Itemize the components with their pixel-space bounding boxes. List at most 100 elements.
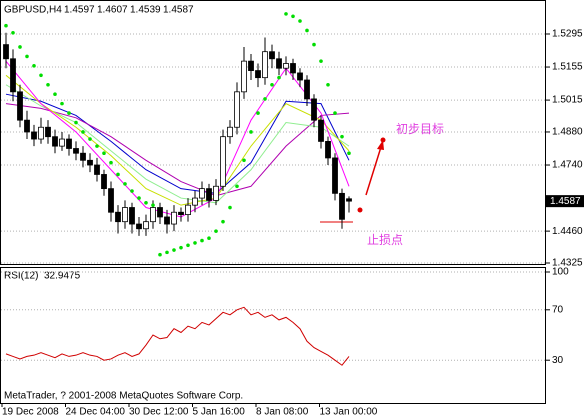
candle-body	[94, 164, 100, 175]
sar-dot	[67, 111, 71, 115]
candle-body	[52, 136, 58, 147]
rsi-panel	[0, 267, 546, 404]
y-tick-label: 1.4740	[552, 160, 583, 171]
sar-dot	[81, 130, 85, 134]
sar-dot	[46, 82, 50, 87]
candle-body	[80, 152, 86, 161]
candle-body	[10, 58, 16, 93]
sar-dot	[193, 241, 197, 245]
x-tick-label: 30 Dec 12:00	[129, 407, 189, 418]
x-tick-label: 24 Dec 04:00	[66, 407, 126, 418]
sar-dot	[11, 31, 15, 35]
candle-body	[108, 188, 114, 213]
candle-body	[255, 70, 261, 79]
candle-body	[220, 136, 226, 187]
candle-body	[304, 79, 310, 100]
sar-dot	[39, 73, 43, 78]
low-value: 1.4539	[130, 5, 161, 16]
candle-body	[283, 63, 289, 69]
sar-dot	[95, 144, 99, 148]
candle-body	[234, 91, 240, 128]
current-price: 1.4587	[550, 196, 581, 207]
sar-dot	[277, 75, 281, 80]
sar-dot	[312, 42, 316, 47]
x-tick-label: 5 Jan 16:00	[193, 407, 246, 418]
candle-body	[227, 126, 233, 138]
sar-dot	[25, 54, 29, 59]
y-tick-label: 100	[552, 267, 569, 278]
sar-dot	[228, 205, 232, 210]
rsi-title: RSI(12)	[4, 271, 38, 282]
candle-body	[178, 211, 184, 215]
y-tick-label: 1.4880	[552, 127, 583, 138]
stop-label: 止损点	[367, 233, 403, 247]
sar-dot	[298, 19, 302, 23]
candle-body	[346, 198, 352, 202]
sar-dot	[249, 130, 253, 134]
candle-body	[45, 126, 51, 138]
candle-body	[24, 119, 30, 133]
candle-body	[136, 223, 142, 230]
sar-dot	[179, 245, 183, 250]
sar-dot	[137, 196, 141, 200]
candle-body	[262, 51, 268, 79]
y-tick-label: 1.5155	[552, 62, 583, 73]
candle-body	[332, 157, 338, 194]
sar-dot	[116, 172, 120, 177]
candle-body	[311, 98, 317, 121]
y-tick-label: 30	[552, 355, 564, 366]
sar-dot	[291, 14, 295, 19]
candle-body	[115, 211, 121, 223]
sar-dot	[18, 45, 22, 49]
sar-dot	[172, 248, 176, 252]
sar-dot	[102, 151, 106, 156]
sar-dot	[4, 23, 8, 28]
candle-body	[185, 204, 191, 215]
candle-body	[269, 51, 275, 60]
x-tick-label: 19 Dec 2008	[2, 407, 59, 418]
sar-dot	[60, 101, 64, 106]
y-tick-label: 1.5015	[552, 95, 583, 106]
candle-body	[122, 207, 128, 223]
target-label: 初步目标	[396, 122, 444, 136]
sar-dot	[235, 184, 239, 189]
y-tick-label: 1.4460	[552, 226, 583, 237]
sar-dot	[144, 200, 148, 205]
entry-dot	[357, 207, 363, 213]
x-tick-label: 13 Jan 00:00	[320, 407, 378, 418]
sar-dot	[123, 182, 127, 186]
candle-body	[206, 188, 212, 201]
candle-body	[164, 216, 170, 225]
y-tick-label: 70	[552, 304, 564, 315]
candle-body	[199, 188, 205, 199]
candle-body	[66, 138, 72, 149]
candle-body	[17, 91, 23, 121]
sar-dot	[165, 250, 169, 255]
open-value: 1.4597	[64, 5, 95, 16]
candle-body	[129, 207, 135, 225]
rsi-value: 32.9475	[44, 271, 81, 282]
sar-dot	[186, 243, 190, 248]
candle-body	[157, 207, 163, 218]
symbol-title: GBPUSD,H4	[4, 5, 62, 16]
sar-dot	[340, 134, 344, 139]
sar-dot	[263, 97, 267, 101]
candle-body	[101, 174, 107, 190]
candle-body	[73, 148, 79, 154]
x-tick-label: 8 Jan 08:00	[256, 407, 309, 418]
sar-dot	[200, 238, 204, 243]
sar-dot	[256, 111, 260, 115]
target-dot	[380, 137, 386, 143]
arrow-head	[377, 140, 384, 150]
moving-average	[5, 103, 350, 197]
high-value: 1.4607	[97, 5, 128, 16]
sar-dot	[319, 59, 323, 63]
candle-body	[248, 60, 254, 71]
moving-average	[5, 93, 350, 194]
candle-body	[87, 159, 93, 166]
candle-body	[192, 197, 198, 206]
close-value: 1.4587	[163, 5, 194, 16]
sar-dot	[270, 82, 274, 87]
